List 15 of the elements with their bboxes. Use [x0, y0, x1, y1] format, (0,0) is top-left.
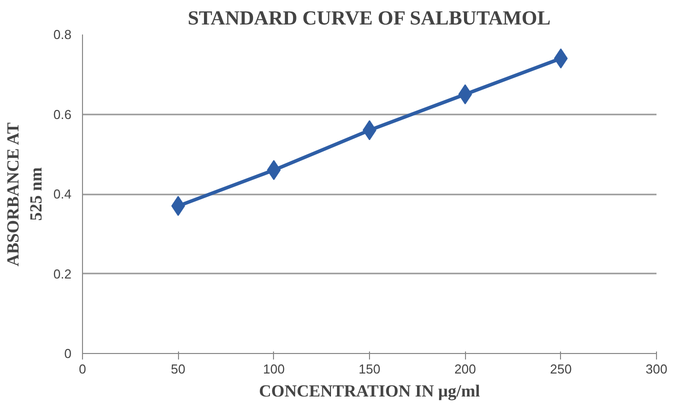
y-tick-label: 0.6 — [53, 106, 72, 122]
y-tick-label: 0 — [64, 346, 72, 361]
x-tick-label: 250 — [550, 362, 572, 376]
x-tick-label: 100 — [262, 362, 285, 376]
x-tick-label: 50 — [170, 362, 186, 376]
chart-title: STANDARD CURVE OF SALBUTAMOL — [188, 8, 551, 30]
x-tick-label: 200 — [454, 362, 476, 376]
x-tick-label: 0 — [78, 362, 86, 376]
x-axis-title: CONCENTRATION IN µg/ml — [258, 382, 480, 400]
x-tick-label: 300 — [646, 362, 668, 376]
y-tick-label: 0.4 — [53, 186, 72, 202]
y-tick-label: 0.8 — [53, 27, 72, 42]
y-tick-label: 0.2 — [53, 266, 72, 282]
x-tick-label: 150 — [358, 362, 380, 376]
y-axis-title: ABSORBANCE AT 525 nm — [4, 122, 46, 266]
